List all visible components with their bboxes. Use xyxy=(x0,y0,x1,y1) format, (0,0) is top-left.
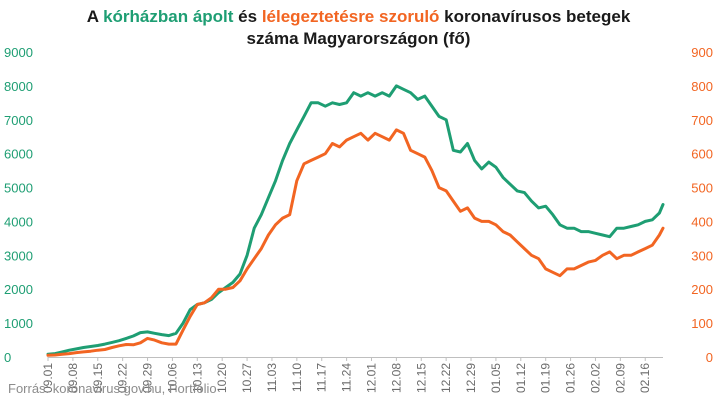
x-tick-label: 10.20 xyxy=(215,363,229,393)
x-tick-label: 09.08 xyxy=(66,363,80,393)
left-tick-label: 3000 xyxy=(4,248,33,263)
right-tick-label: 500 xyxy=(691,181,713,196)
source-note: Forrás: koronavirus.gov.hu, Portfolio xyxy=(8,381,217,396)
x-tick-label: 10.06 xyxy=(165,363,179,393)
right-tick-label: 100 xyxy=(691,316,713,331)
left-tick-label: 8000 xyxy=(4,79,33,94)
right-tick-label: 900 xyxy=(691,45,713,60)
x-tick-label: 11.10 xyxy=(290,363,304,392)
right-tick-label: 800 xyxy=(691,79,713,94)
left-tick-label: 0 xyxy=(4,350,11,365)
x-tick-label: 02.09 xyxy=(613,363,627,393)
x-tick-label: 10.27 xyxy=(240,363,254,393)
x-tick-label: 09.29 xyxy=(141,363,155,393)
x-tick-label: 10.13 xyxy=(190,363,204,393)
left-tick-label: 2000 xyxy=(4,282,33,297)
x-axis-ticks: 09.01 09.08 09.15 09.22 09.29 10.06 10.13 10.20… xyxy=(41,357,652,393)
left-tick-label: 1000 xyxy=(4,316,33,331)
right-tick-label: 0 xyxy=(706,350,713,365)
x-tick-label: 12.15 xyxy=(414,363,428,393)
left-tick-label: 7000 xyxy=(4,113,33,128)
x-tick-label: 11.03 xyxy=(265,363,279,392)
right-axis-ticks: 0 100 200 300 400 500 600 700 800 900 xyxy=(691,45,713,365)
x-tick-label: 01.12 xyxy=(514,363,528,393)
right-tick-label: 300 xyxy=(691,248,713,263)
x-tick-label: 11.17 xyxy=(315,363,329,392)
left-tick-label: 6000 xyxy=(4,147,33,162)
x-tick-label: 02.16 xyxy=(638,363,652,393)
x-tick-label: 09.01 xyxy=(41,363,55,393)
series-line-ventilated xyxy=(46,128,665,357)
chart-title: A kórházban ápolt és lélegeztetésre szor… xyxy=(0,6,717,50)
title-part-3: és xyxy=(233,7,262,26)
title-line-2: száma Magyarországon (fő) xyxy=(246,29,471,48)
series-line-hospitalized xyxy=(46,84,665,356)
x-tick-label: 01.19 xyxy=(539,363,553,393)
title-hospitalized: kórházban ápolt xyxy=(103,7,234,26)
right-tick-label: 200 xyxy=(691,282,713,297)
x-tick-label: 12.01 xyxy=(364,363,378,393)
left-tick-label: 5000 xyxy=(4,181,33,196)
x-tick-label: 12.29 xyxy=(464,363,478,393)
x-tick-label: 02.02 xyxy=(588,363,602,393)
x-tick-label: 09.22 xyxy=(116,363,130,393)
left-axis-ticks: 0 1000 2000 3000 4000 5000 6000 7000 8000 9000 xyxy=(4,45,33,365)
right-tick-label: 700 xyxy=(691,113,713,128)
left-tick-label: 9000 xyxy=(4,45,33,60)
x-tick-label: 09.15 xyxy=(91,363,105,393)
title-part-1: A xyxy=(86,7,104,26)
x-tick-label: 12.22 xyxy=(439,363,453,393)
right-tick-label: 600 xyxy=(691,147,713,162)
right-tick-label: 400 xyxy=(691,214,713,229)
title-ventilated: lélegeztetésre szoruló xyxy=(261,7,440,26)
left-tick-label: 4000 xyxy=(4,214,33,229)
x-tick-label: 01.26 xyxy=(564,363,578,393)
chart-series xyxy=(46,84,665,357)
x-tick-label: 11.24 xyxy=(340,363,354,392)
title-part-5: koronavírusos betegek xyxy=(439,7,631,26)
x-tick-label: 01.05 xyxy=(489,363,503,393)
x-tick-label: 12.08 xyxy=(389,363,403,393)
